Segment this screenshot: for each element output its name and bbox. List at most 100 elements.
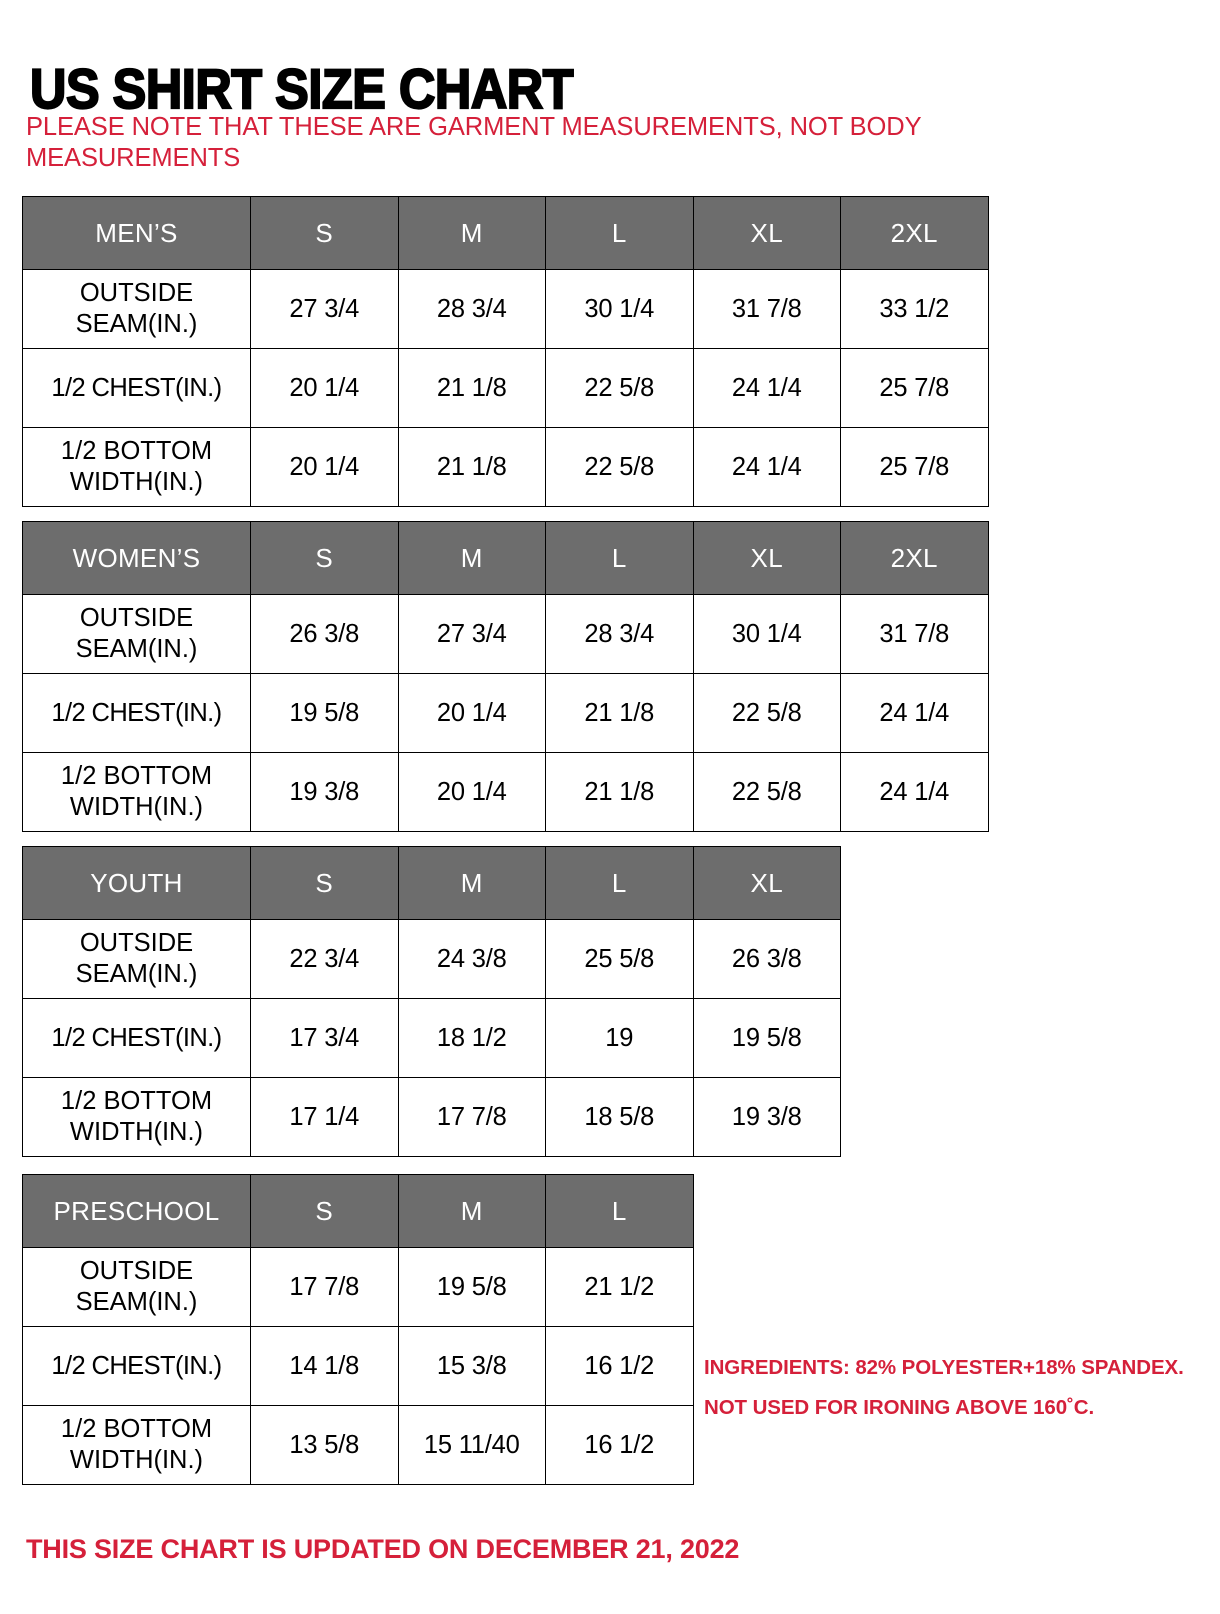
column-header-m: M [397, 846, 546, 920]
row-label-line: SEAM(IN.) [75, 1288, 198, 1316]
cell-value: 22 5/8 [545, 427, 694, 507]
row-label-line: WIDTH(IN.) [69, 1118, 204, 1146]
row-label-half-chest: 1/2 CHEST(IN.) [22, 998, 251, 1078]
row-label-half-bottom-width: 1/2 BOTTOM WIDTH(IN.) [22, 427, 251, 507]
page-title: US SHIRT SIZE CHART [29, 56, 575, 120]
table-row: OUTSIDE SEAM(IN.) 26 3/8 27 3/4 28 3/4 3… [22, 594, 989, 674]
column-header-2xl: 2XL [840, 521, 989, 595]
row-label-half-bottom-width: 1/2 BOTTOM WIDTH(IN.) [22, 1405, 251, 1485]
column-header-l: L [545, 196, 694, 270]
column-header-l: L [545, 521, 694, 595]
garment-measurement-note: PLEASE NOTE THAT THESE ARE GARMENT MEASU… [26, 113, 922, 172]
cell-value: 19 5/8 [692, 998, 841, 1078]
cell-value: 22 5/8 [692, 752, 841, 832]
cell-value: 25 5/8 [545, 919, 694, 999]
row-label-half-bottom-width: 1/2 BOTTOM WIDTH(IN.) [22, 752, 251, 832]
row-label-outside-seam: OUTSIDE SEAM(IN.) [22, 919, 251, 999]
row-label-outside-seam: OUTSIDE SEAM(IN.) [22, 1247, 251, 1327]
column-header-category: YOUTH [22, 846, 251, 920]
cell-value: 20 1/4 [397, 752, 546, 832]
cell-value: 22 3/4 [250, 919, 399, 999]
table-row: 1/2 CHEST(IN.) 14 1/8 15 3/8 16 1/2 [22, 1326, 694, 1406]
cell-value: 28 3/4 [545, 594, 694, 674]
row-label-line: SEAM(IN.) [75, 960, 198, 988]
cell-value: 20 1/4 [250, 427, 399, 507]
cell-value: 31 7/8 [692, 269, 841, 349]
row-label-line: OUTSIDE [79, 279, 194, 307]
cell-value: 17 7/8 [397, 1077, 546, 1157]
cell-value: 13 5/8 [250, 1405, 399, 1485]
table-row: 1/2 BOTTOM WIDTH(IN.) 13 5/8 15 11/40 16… [22, 1405, 694, 1485]
row-label-line: 1/2 BOTTOM [60, 1415, 213, 1443]
table-header-row: MEN’S S M L XL 2XL [22, 196, 989, 270]
cell-value: 19 3/8 [692, 1077, 841, 1157]
row-label-line: 1/2 BOTTOM [60, 1087, 213, 1115]
cell-value: 27 3/4 [397, 594, 546, 674]
cell-value: 28 3/4 [397, 269, 546, 349]
row-label-line: WIDTH(IN.) [69, 793, 204, 821]
table-row: 1/2 BOTTOM WIDTH(IN.) 17 1/4 17 7/8 18 5… [22, 1077, 841, 1157]
cell-value: 16 1/2 [545, 1326, 694, 1406]
cell-value: 25 7/8 [840, 348, 989, 428]
row-label-half-chest: 1/2 CHEST(IN.) [22, 1326, 251, 1406]
cell-value: 24 1/4 [840, 673, 989, 753]
ingredients-line-ironing: NOT USED FOR IRONING ABOVE 160˚C. [704, 1396, 1095, 1419]
cell-value: 21 1/2 [545, 1247, 694, 1327]
row-label-line: WIDTH(IN.) [69, 468, 204, 496]
table-header-row: WOMEN’S S M L XL 2XL [22, 521, 989, 595]
column-header-m: M [397, 1174, 546, 1248]
column-header-category: MEN’S [22, 196, 251, 270]
column-header-l: L [545, 846, 694, 920]
cell-value: 21 1/8 [545, 673, 694, 753]
row-label-half-chest: 1/2 CHEST(IN.) [22, 348, 251, 428]
row-label-outside-seam: OUTSIDE SEAM(IN.) [22, 594, 251, 674]
cell-value: 22 5/8 [692, 673, 841, 753]
column-header-s: S [250, 521, 399, 595]
table-row: 1/2 CHEST(IN.) 17 3/4 18 1/2 19 19 5/8 [22, 998, 841, 1078]
row-label-half-chest: 1/2 CHEST(IN.) [22, 673, 251, 753]
row-label-half-bottom-width: 1/2 BOTTOM WIDTH(IN.) [22, 1077, 251, 1157]
row-label-line: WIDTH(IN.) [69, 1446, 204, 1474]
column-header-m: M [397, 196, 546, 270]
cell-value: 26 3/8 [692, 919, 841, 999]
table-row: 1/2 CHEST(IN.) 20 1/4 21 1/8 22 5/8 24 1… [22, 348, 989, 428]
cell-value: 15 3/8 [397, 1326, 546, 1406]
table-row: OUTSIDE SEAM(IN.) 27 3/4 28 3/4 30 1/4 3… [22, 269, 989, 349]
cell-value: 25 7/8 [840, 427, 989, 507]
updated-date-note: THIS SIZE CHART IS UPDATED ON DECEMBER 2… [26, 1534, 740, 1564]
cell-value: 31 7/8 [840, 594, 989, 674]
column-header-s: S [250, 846, 399, 920]
row-label-line: SEAM(IN.) [75, 635, 198, 663]
cell-value: 27 3/4 [250, 269, 399, 349]
cell-value: 19 5/8 [250, 673, 399, 753]
cell-value: 17 3/4 [250, 998, 399, 1078]
cell-value: 24 3/8 [397, 919, 546, 999]
cell-value: 24 1/4 [692, 348, 841, 428]
cell-value: 16 1/2 [545, 1405, 694, 1485]
row-label-line: 1/2 BOTTOM [60, 437, 213, 465]
cell-value: 30 1/4 [545, 269, 694, 349]
cell-value: 33 1/2 [840, 269, 989, 349]
table-row: OUTSIDE SEAM(IN.) 22 3/4 24 3/8 25 5/8 2… [22, 919, 841, 999]
cell-value: 24 1/4 [692, 427, 841, 507]
row-label-line: 1/2 BOTTOM [60, 762, 213, 790]
cell-value: 19 [545, 998, 694, 1078]
table-row: OUTSIDE SEAM(IN.) 17 7/8 19 5/8 21 1/2 [22, 1247, 694, 1327]
column-header-l: L [545, 1174, 694, 1248]
column-header-xl: XL [692, 846, 841, 920]
column-header-m: M [397, 521, 546, 595]
cell-value: 20 1/4 [250, 348, 399, 428]
cell-value: 18 1/2 [397, 998, 546, 1078]
table-header-row: YOUTH S M L XL [22, 846, 841, 920]
cell-value: 19 3/8 [250, 752, 399, 832]
column-header-xl: XL [692, 521, 841, 595]
size-table-youth: YOUTH S M L XL OUTSIDE SEAM(IN.) 22 3/4 … [22, 846, 841, 1157]
ingredients-line-composition: INGREDIENTS: 82% POLYESTER+18% SPANDEX. [704, 1356, 1184, 1379]
column-header-2xl: 2XL [840, 196, 989, 270]
row-label-line: SEAM(IN.) [75, 310, 198, 338]
table-row: 1/2 BOTTOM WIDTH(IN.) 20 1/4 21 1/8 22 5… [22, 427, 989, 507]
row-label-line: OUTSIDE [79, 604, 194, 632]
ingredients-note: INGREDIENTS: 82% POLYESTER+18% SPANDEX. … [704, 1348, 1214, 1428]
cell-value: 20 1/4 [397, 673, 546, 753]
cell-value: 21 1/8 [397, 348, 546, 428]
